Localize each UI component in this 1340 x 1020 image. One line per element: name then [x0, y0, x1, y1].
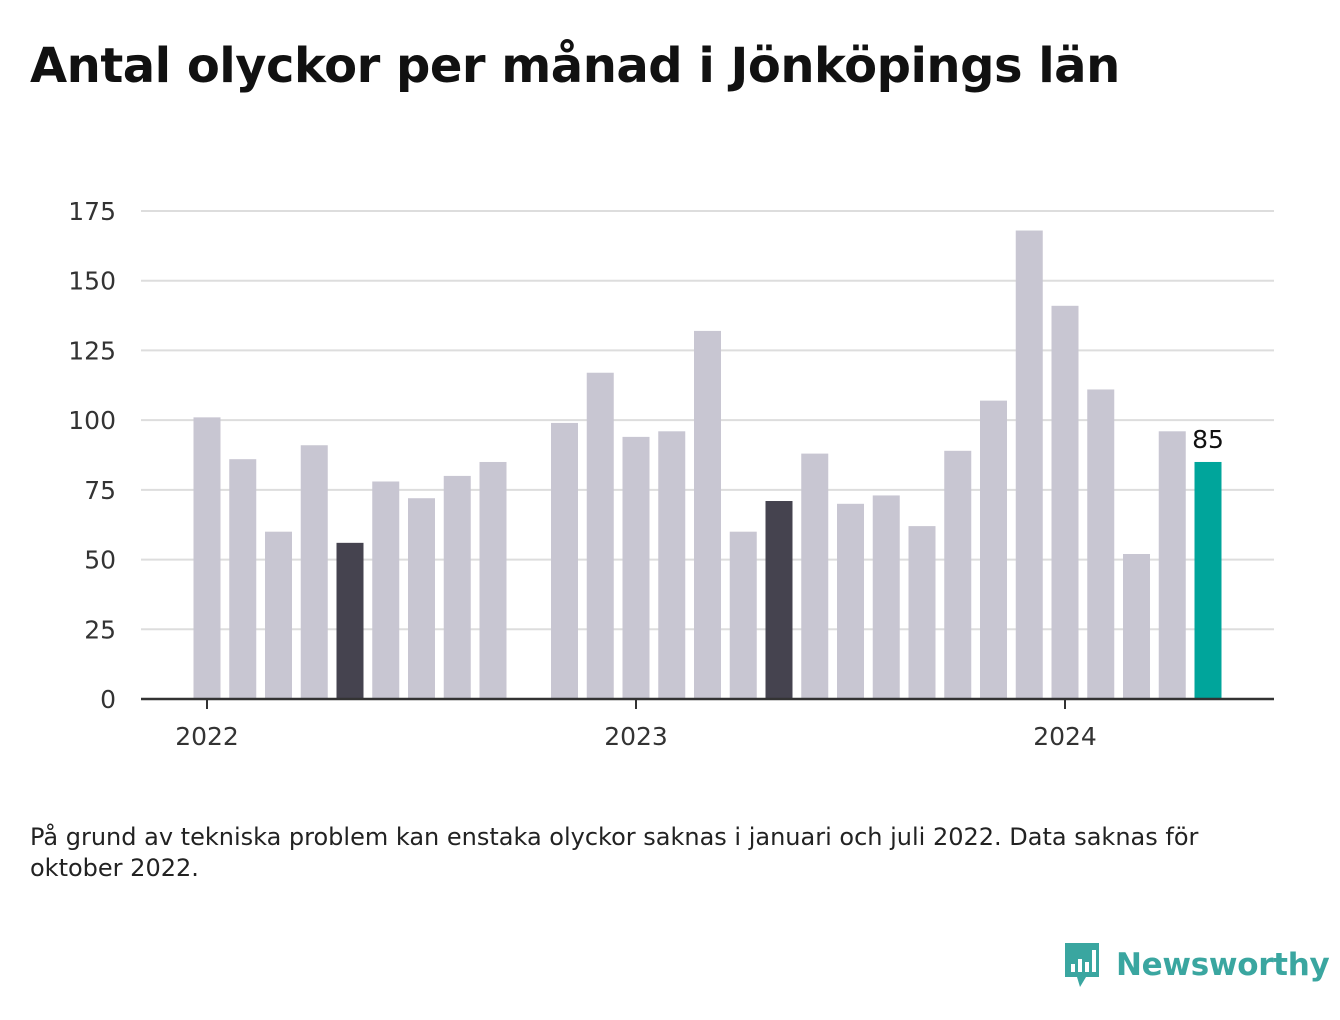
bar: [729, 531, 757, 699]
y-tick-label: 50: [84, 546, 116, 575]
bar: [300, 445, 328, 699]
bar: [944, 450, 972, 699]
y-tick-label: 150: [68, 267, 116, 296]
y-tick-label: 175: [68, 197, 116, 226]
bar: [1087, 389, 1115, 699]
data-label: 85: [1192, 425, 1224, 454]
y-tick-label: 100: [68, 406, 116, 435]
bar: [1194, 461, 1222, 699]
bar: [1015, 230, 1043, 699]
bar: [586, 372, 614, 699]
footnote: På grund av tekniska problem kan enstaka…: [30, 823, 1199, 882]
bar: [980, 400, 1007, 699]
bar: [801, 453, 829, 699]
chart-title: Antal olyckor per månad i Jönköpings län: [30, 38, 1120, 94]
bar: [1051, 305, 1079, 699]
brand-name: Newsworthy: [1116, 947, 1330, 983]
y-tick-label: 125: [68, 336, 116, 365]
bar: [336, 542, 364, 699]
bar: [479, 461, 507, 699]
x-tick-label: 2024: [1033, 722, 1097, 751]
bar: [551, 422, 578, 699]
bar: [658, 431, 686, 699]
x-tick-label: 2022: [175, 722, 239, 751]
bar: [622, 436, 650, 699]
newsworthy-logo: Newsworthy: [1062, 940, 1330, 990]
newsworthy-logo-icon: [1065, 943, 1099, 987]
bar-chart: 0 25 50 75 100 125 150 175 2022 2023 2024 85: [68, 197, 1274, 751]
bar: [765, 501, 793, 699]
bar: [408, 498, 435, 699]
bar: [872, 495, 900, 699]
bar: [265, 531, 292, 699]
bar: [229, 459, 257, 699]
bar: [1158, 431, 1186, 699]
bar: [837, 503, 864, 699]
bar: [1123, 553, 1150, 699]
y-tick-label: 0: [100, 685, 116, 714]
bar: [908, 526, 936, 699]
y-tick-label: 25: [84, 615, 116, 644]
bar: [193, 417, 221, 699]
bar: [694, 330, 721, 699]
bar: [443, 475, 471, 699]
x-tick-label: 2023: [604, 722, 668, 751]
bar: [372, 481, 400, 699]
y-tick-label: 75: [84, 476, 116, 505]
